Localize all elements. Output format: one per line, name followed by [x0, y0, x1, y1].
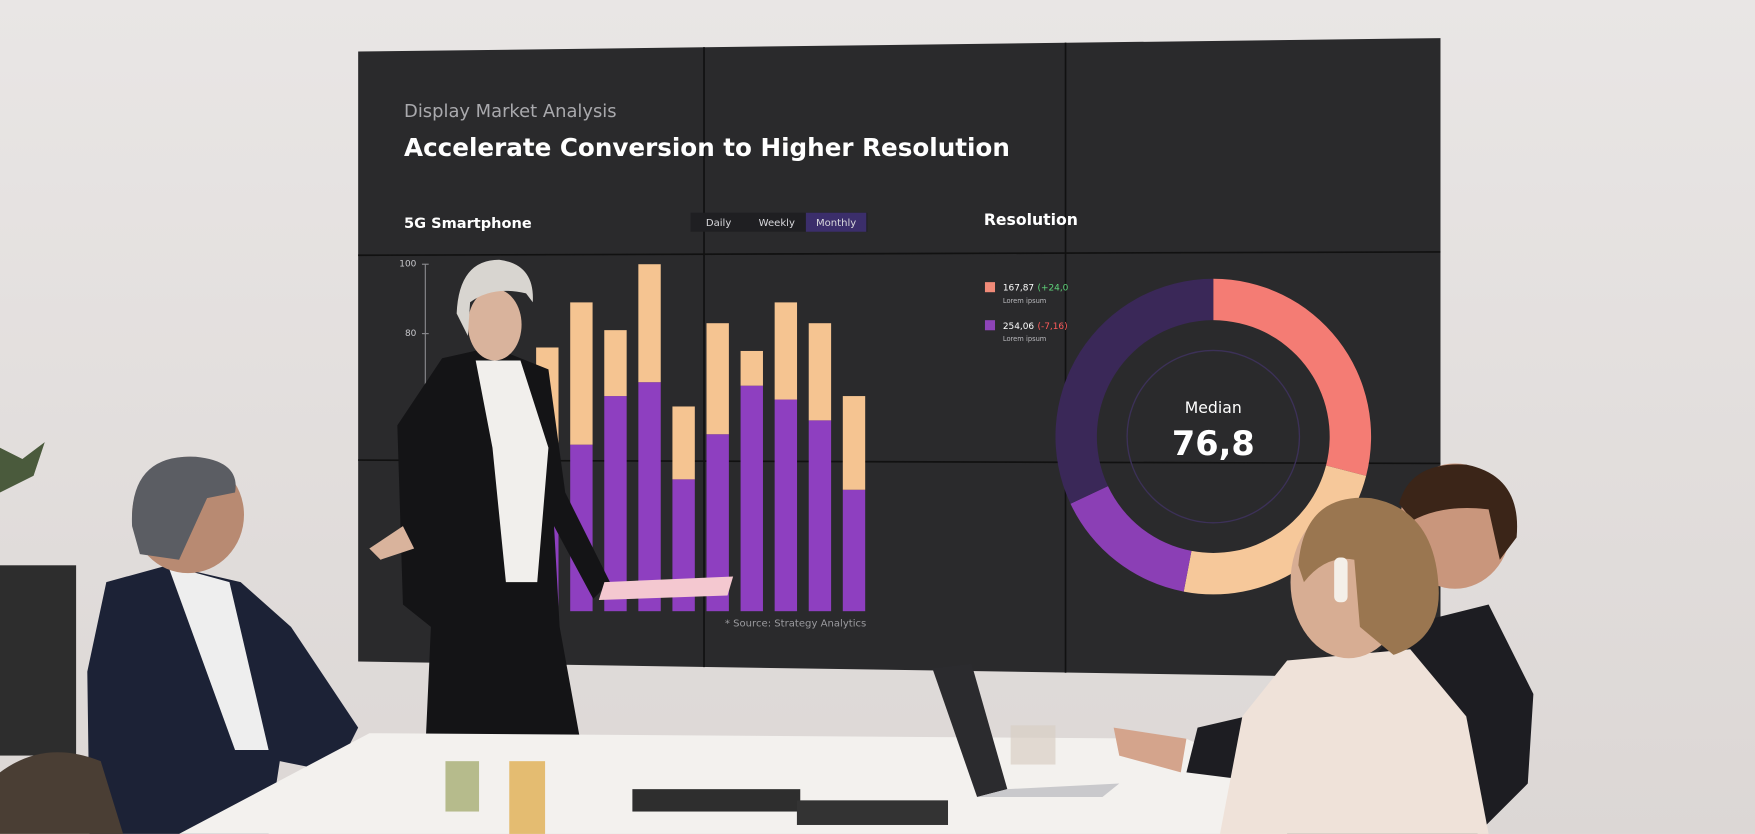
bar-segment — [638, 382, 661, 612]
donut-inner-ring — [1126, 349, 1301, 524]
glass — [509, 761, 546, 834]
tab[interactable]: Weekly — [759, 218, 795, 229]
man-left-hair — [131, 456, 236, 560]
presenter-hand — [369, 526, 415, 560]
woman-hair — [1298, 497, 1439, 655]
bar-segment — [706, 323, 729, 435]
legend-change: (-7,16) — [1037, 321, 1067, 331]
donut-title: Resolution — [984, 210, 1078, 229]
center-value: 76,8 — [1172, 424, 1255, 463]
woman-right — [1219, 497, 1489, 834]
source-note: * Source: Strategy Analytics — [725, 619, 866, 630]
tab[interactable]: Daily — [706, 218, 732, 229]
y-tick-label: 80 — [405, 329, 417, 339]
cabinet — [0, 565, 77, 756]
hair-clip — [1334, 557, 1348, 603]
legend-note: Lorem ipsum — [1003, 335, 1047, 343]
bar-segment — [842, 489, 866, 612]
legend-label: 254,06 (-7,16) — [1003, 321, 1068, 331]
y-tick-label: 100 — [399, 260, 416, 270]
presenter-shirt — [475, 360, 549, 583]
title: Accelerate Conversion to Higher Resoluti… — [404, 133, 1010, 162]
tab-active — [805, 212, 867, 232]
glass — [445, 761, 480, 812]
laptop-screen — [932, 663, 1008, 797]
bar-segment — [604, 330, 627, 397]
legend-label: 167,87 (+24,0 — [1003, 283, 1069, 293]
legend-note: Lorem ipsum — [1003, 297, 1047, 305]
center-label: Median — [1185, 398, 1242, 417]
table — [179, 733, 1400, 834]
plant — [0, 442, 45, 493]
video-wall — [358, 38, 1441, 679]
papers — [598, 576, 734, 600]
bar-segment — [706, 434, 729, 612]
bar-segment — [774, 399, 798, 612]
donut-segment — [1213, 278, 1372, 476]
presenter — [369, 259, 734, 750]
laptop-base — [977, 783, 1120, 797]
legend-swatch — [984, 282, 996, 293]
bar-segment — [740, 385, 763, 612]
donut-segment — [1055, 278, 1214, 504]
donut-segment — [1070, 486, 1192, 592]
bar-segment — [570, 302, 593, 445]
bar-segment — [808, 323, 832, 421]
presenter-face — [467, 288, 522, 361]
bar-segment — [672, 406, 695, 480]
woman-blazer — [1219, 649, 1489, 834]
legend-value: 167,87 — [1003, 283, 1034, 293]
bar-segment — [604, 396, 627, 612]
bar-segment — [774, 302, 798, 400]
chair — [0, 752, 124, 834]
legend-change: (+24,0 — [1037, 283, 1068, 293]
bar-segment — [740, 350, 763, 386]
notebook — [796, 800, 949, 825]
man-left — [87, 456, 359, 834]
legend-value: 254,06 — [1003, 321, 1035, 331]
bar-chart-title: 5G Smartphone — [404, 215, 532, 232]
bar-segment — [638, 264, 661, 383]
subtitle: Display Market Analysis — [404, 101, 617, 122]
man-left-shirt — [167, 565, 269, 750]
bar-segment — [672, 479, 695, 612]
notebook — [632, 789, 801, 812]
bar-segment — [808, 420, 832, 612]
coffee-glass — [1010, 725, 1056, 765]
presenter-hair — [456, 259, 533, 336]
tab[interactable]: Monthly — [816, 218, 856, 229]
legend-swatch — [984, 320, 996, 331]
man-right-hair — [1399, 464, 1518, 560]
donut-segment — [1183, 465, 1367, 595]
man-right-hand — [1113, 727, 1187, 773]
seam — [358, 251, 1441, 257]
bar-segment — [842, 396, 866, 490]
